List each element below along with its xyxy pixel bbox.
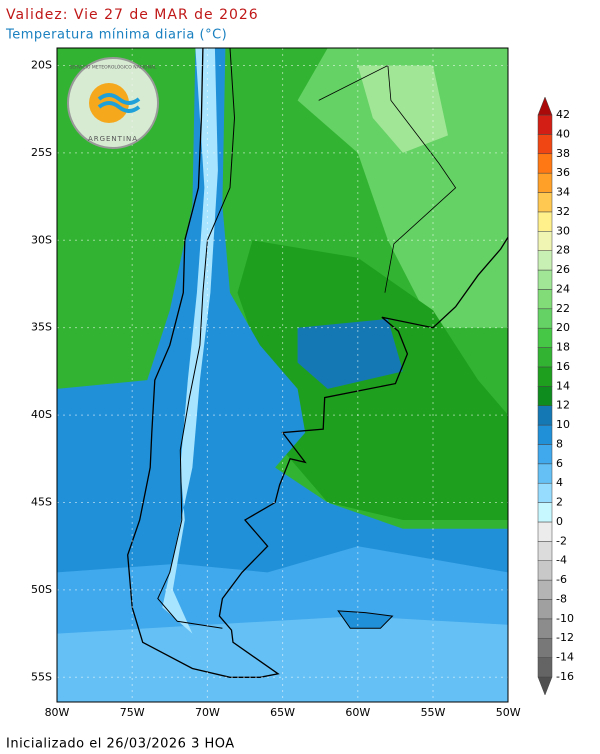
lat-label: 25S: [31, 146, 52, 159]
colorbar-box: [537, 657, 553, 678]
colorbar-label: -14: [556, 651, 574, 664]
colorbar-box: [537, 250, 553, 271]
colorbar-label: -12: [556, 631, 574, 644]
colorbar-label: 34: [556, 186, 570, 199]
colorbar-box: [537, 386, 553, 406]
lon-label: 55W: [421, 706, 446, 719]
malvinas: [337, 610, 394, 629]
colorbar-label: -8: [556, 592, 567, 605]
logo-wave: [97, 93, 141, 113]
colorbar-label: -6: [556, 573, 567, 586]
colorbar-box: [537, 172, 553, 193]
colorbar-label: 26: [556, 263, 570, 276]
colorbar-box: [537, 269, 553, 290]
colorbar-box: [537, 502, 553, 523]
field-blue: [57, 48, 508, 702]
colorbar-box: [537, 192, 553, 213]
lat-label: 30S: [31, 233, 52, 246]
colorbar-box: [537, 463, 553, 484]
field-light-green: [297, 48, 508, 328]
lon-label: 75W: [120, 706, 145, 719]
field-andes: [162, 48, 218, 634]
colorbar-label: 14: [556, 379, 570, 392]
colorbar-label: 18: [556, 341, 570, 354]
colorbar-box: [537, 599, 553, 620]
colorbar-label: -4: [556, 554, 567, 567]
colorbar-label: 12: [556, 399, 570, 412]
footer: Inicializado el 26/03/2026 3 HOA: [6, 737, 235, 751]
colorbar-label: 36: [556, 166, 570, 179]
colorbar-label: -10: [556, 612, 574, 625]
lat-label: 55S: [31, 670, 52, 683]
colorbar-box: [537, 541, 553, 561]
field-bsas: [297, 318, 403, 389]
colorbar-box: [537, 366, 553, 387]
colorbar-label: 32: [556, 205, 570, 218]
colorbar-label: 28: [556, 244, 570, 257]
colorbar-label: -16: [556, 670, 574, 683]
colorbar-label: 24: [556, 282, 570, 295]
colorbar-box: [537, 405, 553, 426]
lon-label: 80W: [45, 706, 70, 719]
colorbar-box: [537, 424, 553, 445]
colorbar-box: [537, 134, 553, 155]
colorbar-label: 8: [556, 437, 563, 450]
colorbar-label: 40: [556, 127, 570, 140]
colorbar-label: 30: [556, 224, 570, 237]
colorbar-box: [537, 521, 553, 542]
colorbar-label: 22: [556, 302, 570, 315]
colorbar-box: [537, 211, 553, 232]
lon-label: 60W: [345, 706, 370, 719]
colorbar-label: 42: [556, 108, 570, 121]
colorbar-box: [537, 579, 553, 600]
lat-label: 50S: [31, 583, 52, 596]
andes-border: [157, 48, 236, 629]
lat-label: 20S: [31, 58, 52, 71]
colorbar-label: 0: [556, 515, 563, 528]
subtitle: Temperatura mínima diaria (°C): [5, 28, 227, 43]
colorbar-box: [537, 231, 553, 251]
colorbar-box: [537, 308, 553, 329]
coastline: [127, 48, 508, 678]
lat-label: 40S: [31, 408, 52, 421]
colorbar-box: [537, 289, 553, 310]
colorbar-label: 6: [556, 457, 563, 470]
colorbar-label: 38: [556, 147, 570, 160]
colorbar-box: [537, 560, 553, 581]
colorbar-box: [537, 618, 553, 639]
colorbar-box: [537, 444, 553, 465]
lat-label: 45S: [31, 495, 52, 508]
lat-label: 35S: [31, 321, 52, 334]
lon-label: 65W: [270, 706, 295, 719]
field-dark-green: [237, 240, 508, 520]
colorbar-label: -2: [556, 534, 567, 547]
lon-label: 70W: [195, 706, 220, 719]
colorbar-label: 2: [556, 496, 563, 509]
colorbar-low: [537, 676, 553, 696]
colorbar-box: [537, 114, 553, 135]
logo-agency: SERVICIO METEOROLÓGICO NACIONAL: [69, 64, 157, 71]
logo-country: ARGENTINA: [88, 135, 138, 143]
colorbar-box: [537, 482, 553, 503]
colorbar-box: [537, 347, 553, 368]
colorbar-box: [537, 637, 553, 658]
colorbar-label: 4: [556, 476, 563, 489]
lon-label: 50W: [496, 706, 521, 719]
title: Validez: Vie 27 de MAR de 2026: [6, 7, 259, 23]
colorbar-label: 20: [556, 321, 570, 334]
field-pale-green: [357, 65, 448, 153]
map-frame: [56, 47, 509, 703]
colorbar-box: [537, 327, 553, 348]
colorbar-high: [537, 96, 553, 116]
colorbar-label: 16: [556, 360, 570, 373]
field-lighter-blue: [57, 616, 508, 702]
colorbar-box: [537, 153, 553, 174]
map: SERVICIO METEOROLÓGICO NACIONAL ARGENTINA: [57, 48, 508, 702]
colorbar-label: 10: [556, 418, 570, 431]
